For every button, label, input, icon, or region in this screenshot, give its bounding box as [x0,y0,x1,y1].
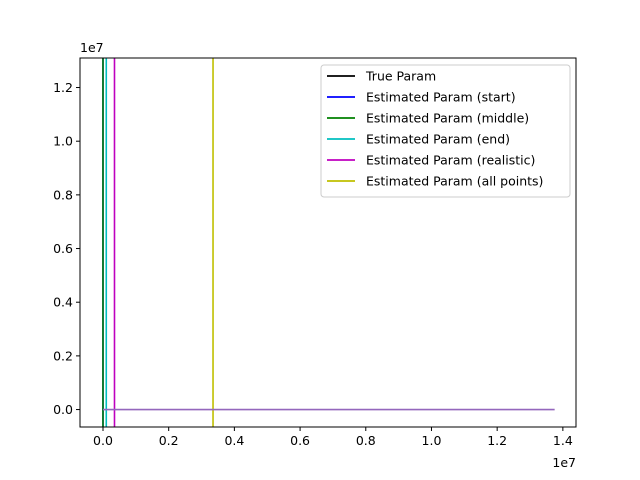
x-multiplier-label: 1e7 [552,455,576,470]
x-tick-label: 1.4 [553,433,573,448]
series-layer [102,58,555,427]
x-tick-label: 0.0 [93,433,113,448]
x-tick-label: 0.4 [224,433,244,448]
x-tick-label: 1.2 [487,433,507,448]
x-tick-label: 0.2 [159,433,179,448]
x-tick-label: 0.6 [290,433,310,448]
legend-label: Estimated Param (start) [366,90,516,105]
legend: True Param Estimated Param (start) Estimat… [320,64,571,198]
legend-label: Estimated Param (middle) [366,111,529,126]
x-tick-label: 0.8 [356,433,376,448]
legend-label: Estimated Param (all points) [366,174,543,189]
legend-label: Estimated Param (realistic) [366,153,535,168]
y-tick-label: 0.0 [53,402,73,417]
legend-label: Estimated Param (end) [366,132,510,147]
y-tick-label: 0.2 [53,348,73,363]
y-tick-label: 0.6 [53,241,73,256]
legend-box [320,64,571,198]
y-tick-label: 0.8 [53,187,73,202]
y-tick-label: 1.2 [53,80,73,95]
plot-frame [79,57,577,428]
y-multiplier-label: 1e7 [80,40,104,55]
x-tick-label: 1.0 [422,433,442,448]
legend-label: True Param [365,69,436,84]
x-axis: 0.0 0.2 0.4 0.6 0.8 1.0 1.2 1.4 [93,427,573,448]
y-tick-label: 1.0 [53,134,73,149]
y-tick-label: 0.4 [53,295,73,310]
y-axis: 0.0 0.2 0.4 0.6 0.8 1.0 1.2 [53,80,80,417]
